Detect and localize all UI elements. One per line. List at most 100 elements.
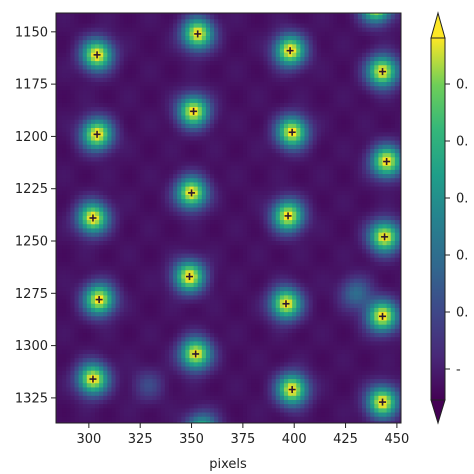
heatmap-cell: [275, 199, 281, 204]
heatmap-cell: [341, 36, 347, 41]
heatmap-cell: [353, 211, 359, 217]
heatmap-cell: [251, 15, 256, 20]
heatmap-cell: [382, 178, 388, 184]
heatmap-cell: [173, 203, 178, 209]
heatmap-cell: [214, 13, 219, 16]
heatmap-cell: [267, 123, 273, 129]
heatmap-cell: [279, 90, 285, 96]
heatmap-cell: [168, 224, 174, 230]
heatmap-cell: [164, 69, 170, 75]
heatmap-cell: [189, 232, 195, 238]
heatmap-cell: [304, 86, 310, 91]
heatmap-cell: [189, 224, 195, 230]
heatmap-cell: [378, 207, 384, 213]
heatmap-cell: [283, 52, 289, 58]
heatmap-cell: [357, 128, 363, 133]
heatmap-cell: [349, 241, 355, 246]
heatmap-cell: [56, 36, 59, 41]
heatmap-cell: [131, 215, 137, 221]
heatmap-cell: [189, 36, 195, 41]
heatmap-cell: [193, 15, 199, 20]
heatmap-cell: [156, 224, 162, 230]
heatmap-cell: [181, 207, 186, 213]
heatmap-cell: [386, 86, 392, 91]
heatmap-cell: [349, 161, 355, 167]
heatmap-cell: [119, 107, 125, 112]
heatmap-cell: [271, 241, 277, 246]
heatmap-cell: [115, 203, 121, 209]
heatmap-cell: [222, 98, 228, 104]
heatmap-cell: [160, 199, 166, 204]
heatmap-cell: [185, 161, 191, 167]
heatmap-cell: [144, 174, 150, 179]
heatmap-cell: [66, 186, 71, 192]
heatmap-cell: [370, 194, 375, 200]
heatmap-cell: [86, 186, 92, 192]
heatmap-cell: [197, 140, 203, 146]
heatmap-cell: [144, 44, 150, 50]
heatmap-cell: [288, 44, 293, 50]
heatmap-cell: [382, 98, 388, 104]
heatmap-cell: [259, 157, 265, 163]
heatmap-cell: [238, 153, 244, 158]
heatmap-cell: [123, 220, 129, 225]
heatmap-cell: [152, 69, 158, 75]
heatmap-cell: [136, 123, 141, 129]
heatmap-cell: [193, 220, 199, 225]
heatmap-cell: [82, 232, 88, 238]
heatmap-cell: [181, 65, 186, 71]
heatmap-cell: [357, 241, 363, 246]
heatmap-cell: [361, 190, 367, 196]
heatmap-cell: [193, 190, 199, 196]
heatmap-cell: [370, 102, 375, 108]
heatmap-cell: [140, 165, 145, 171]
heatmap-cell: [267, 61, 273, 66]
heatmap-cell: [374, 44, 380, 50]
heatmap-cell: [337, 69, 343, 75]
heatmap-cell: [218, 148, 223, 154]
heatmap-cell: [251, 44, 256, 50]
heatmap-cell: [238, 82, 244, 87]
heatmap-cell: [275, 128, 281, 133]
heatmap-cell: [181, 174, 186, 179]
heatmap-cell: [300, 86, 306, 91]
heatmap-cell: [168, 115, 174, 121]
heatmap-cell: [168, 77, 174, 83]
heatmap-cell: [103, 7, 108, 12]
heatmap-cell: [308, 52, 314, 58]
heatmap-cell: [56, 61, 59, 66]
heatmap-cell: [394, 211, 400, 217]
heatmap-cell: [349, 232, 355, 238]
heatmap-cell: [127, 140, 133, 146]
heatmap-cell: [292, 65, 297, 71]
heatmap-cell: [181, 241, 186, 246]
heatmap-cell: [66, 207, 71, 213]
heatmap-cell: [337, 157, 343, 163]
heatmap-cell: [378, 169, 384, 175]
heatmap-cell: [283, 115, 289, 121]
heatmap-cell: [390, 140, 396, 146]
heatmap-cell: [189, 236, 195, 242]
heatmap-cell: [70, 190, 76, 196]
heatmap-cell: [337, 182, 343, 188]
heatmap-cell: [205, 140, 211, 146]
heatmap-cell: [259, 215, 265, 221]
heatmap-cell: [283, 136, 289, 142]
heatmap-cell: [119, 228, 125, 234]
heatmap-cell: [62, 52, 67, 58]
heatmap-cell: [82, 203, 88, 209]
heatmap-cell: [255, 86, 260, 91]
heatmap-cell: [251, 61, 256, 66]
heatmap-cell: [168, 73, 174, 79]
heatmap-cell: [90, 94, 96, 100]
heatmap-cell: [226, 98, 232, 104]
heatmap-cell: [152, 144, 158, 150]
heatmap-cell: [316, 211, 322, 217]
heatmap-cell: [259, 7, 264, 12]
heatmap-cell: [390, 211, 396, 217]
heatmap-cell: [279, 182, 285, 188]
heatmap-cell: [280, 7, 285, 12]
heatmap-cell: [320, 13, 326, 16]
heatmap-cell: [361, 65, 367, 71]
heatmap-cell: [312, 140, 318, 146]
